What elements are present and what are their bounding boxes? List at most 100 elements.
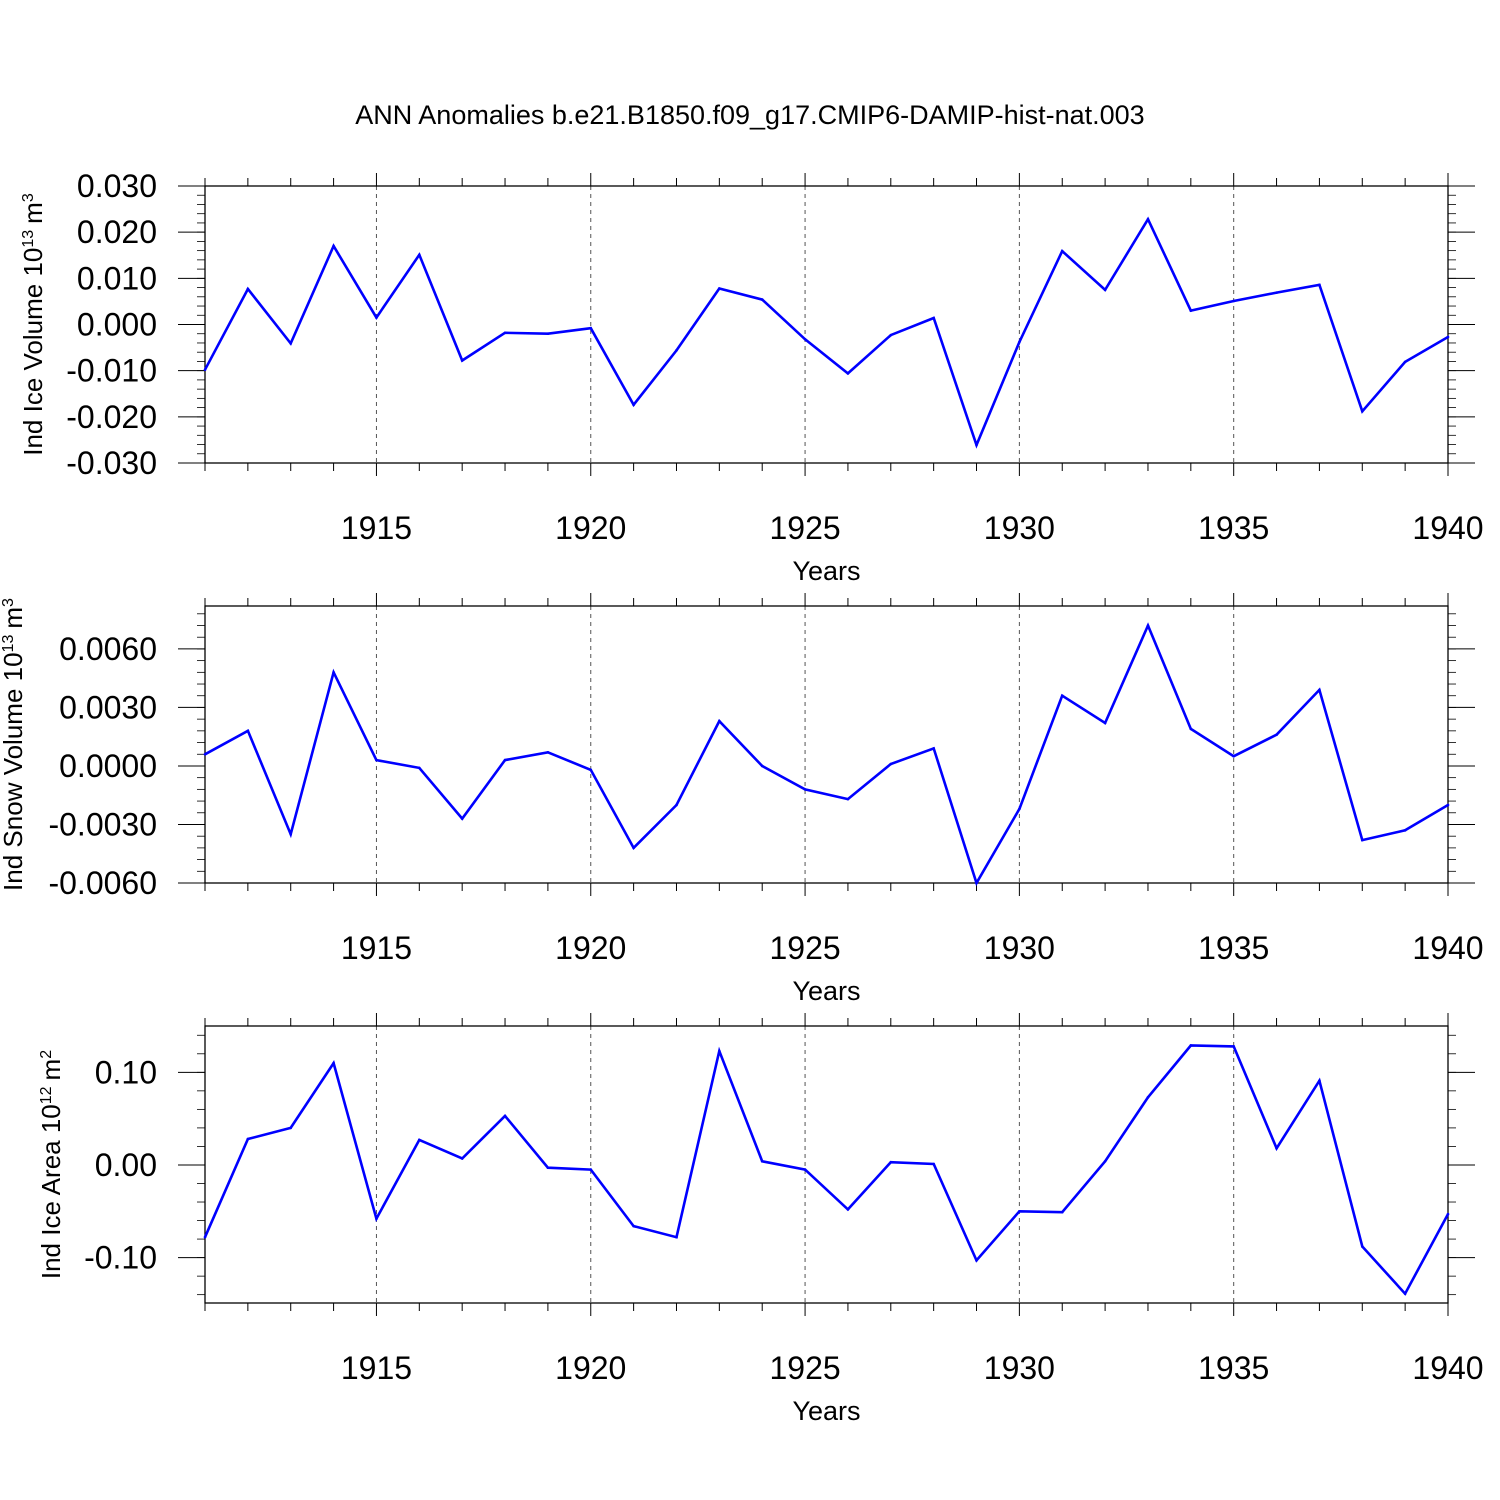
y-axis-label-ylabel-main: Ind Ice Area 10 [36,1104,66,1279]
y-axis-label: Ind Snow Volume 1013 m3 [0,598,28,891]
y-axis-label-ylabel-unit: m [36,1059,66,1081]
y-axis-label-ylabel-exp: 13 [0,635,17,653]
data-point-1922 [675,1235,678,1239]
x-tick-label: 1920 [555,930,626,966]
data-point-1935 [1232,1045,1235,1048]
data-point-1928 [932,316,935,320]
data-point-1912 [246,1137,250,1141]
data-point-1925 [803,788,807,791]
data-point-1926 [846,372,850,375]
data-point-1932 [1103,288,1107,292]
data-point-1918 [503,331,507,335]
data-point-1923 [718,1049,721,1053]
y-tick-label: -0.020 [66,399,157,435]
data-point-1922 [675,803,678,807]
data-point-1911 [203,1235,207,1239]
data-point-1913 [289,1126,293,1130]
panels: 1915 1920 1925 1930 1935 1940 Years -0.030 -0.02… [0,168,1484,1426]
y-axis-label-ylabel-unit: m [18,202,48,224]
y-tick-label: 0.0000 [59,748,157,784]
x-tick-label: 1940 [1412,1350,1483,1386]
data-point-1925 [803,337,807,341]
x-tick-label: 1930 [984,930,1055,966]
data-point-1921 [632,1224,635,1228]
data-point-1919 [546,332,550,336]
data-point-1930 [1018,1209,1021,1213]
y-axis-label-ylabel-unit: m [0,607,28,629]
y-tick-label: 0.010 [77,260,157,296]
y-tick-label: 0.00 [95,1147,157,1183]
series-line [203,1044,1450,1296]
data-point-1914 [332,671,335,674]
data-point-1911 [203,368,207,372]
panel-2: 1915 1920 1925 1930 1935 1940 Years -0.0060 -0.0… [0,593,1484,1006]
data-point-1927 [889,1160,893,1164]
data-point-1920 [589,1168,593,1171]
data-point-1929 [975,881,978,885]
data-point-1930 [1018,807,1021,811]
data-point-1913 [289,342,293,345]
y-axis-label-ylabel-unit-exp: 3 [20,193,37,202]
data-point-1914 [332,1061,335,1065]
plot-frame [204,1025,1449,1304]
y-axis-label-ylabel-exp: 12 [38,1086,55,1104]
data-point-1931 [1060,249,1064,253]
data-point-1939 [1403,360,1407,364]
panel-3: 1915 1920 1925 1930 1935 1940 Years -0.10 0.00 0.… [36,1013,1484,1426]
y-axis-label: Ind Ice Volume 1013 m3 [18,193,48,456]
data-point-1924 [760,764,764,768]
x-tick-label: 1930 [984,510,1055,546]
x-tick-label: 1940 [1412,510,1483,546]
figure-title: ANN Anomalies b.e21.B1850.f09_g17.CMIP6-… [355,100,1144,130]
data-point-1916 [418,766,421,770]
data-point-1920 [589,768,593,772]
data-point-1938 [1360,1245,1364,1248]
data-point-1934 [1189,727,1193,731]
y-tick-label: 0.10 [95,1054,157,1090]
panel-1: 1915 1920 1925 1930 1935 1940 Years -0.030 -0.02… [18,168,1484,586]
y-tick-label: 0.030 [77,168,157,204]
y-tick-label: -0.0030 [48,806,157,842]
data-point-1915 [375,758,378,762]
data-point-1918 [503,758,507,762]
y-axis-label: Ind Ice Area 1012 m2 [36,1050,66,1279]
y-tick-label: 0.020 [77,214,157,250]
data-point-1940 [1446,335,1450,339]
data-point-1930 [1018,340,1021,344]
data-point-1937 [1318,688,1321,692]
data-point-1936 [1275,291,1278,294]
data-point-1932 [1103,1159,1107,1163]
data-point-1933 [1146,217,1150,221]
data-point-1915 [375,316,378,319]
data-point-1931 [1060,1210,1064,1214]
plot-frame [204,185,1449,464]
y-axis-label-ylabel-main: Ind Snow Volume 10 [0,652,28,891]
y-tick-label: -0.010 [66,353,157,389]
data-point-1913 [289,832,293,836]
data-point-1925 [803,1168,807,1171]
data-point-1912 [246,729,250,733]
data-point-1931 [1060,694,1064,698]
data-point-1928 [932,747,935,750]
data-point-1927 [889,333,893,337]
data-point-1928 [932,1162,935,1166]
data-point-1937 [1318,283,1321,287]
y-axis-label-ylabel-unit-exp: 2 [38,1050,55,1059]
data-point-1924 [760,1159,764,1163]
y-tick-label: 0.000 [77,307,157,343]
x-tick-label: 1935 [1198,1350,1269,1386]
data-point-1938 [1360,838,1364,842]
data-point-1939 [1403,829,1407,832]
data-point-1911 [203,752,207,756]
data-point-1921 [632,846,635,850]
x-tick-label: 1935 [1198,510,1269,546]
x-axis-label: Years [792,976,860,1006]
y-tick-label: 0.0060 [59,631,157,667]
y-axis-label-ylabel-exp: 13 [20,230,37,248]
data-point-1933 [1146,1096,1150,1099]
data-point-1938 [1360,409,1364,413]
data-point-1929 [975,443,978,447]
y-tick-label: -0.0060 [48,865,157,901]
x-tick-label: 1925 [769,1350,840,1386]
